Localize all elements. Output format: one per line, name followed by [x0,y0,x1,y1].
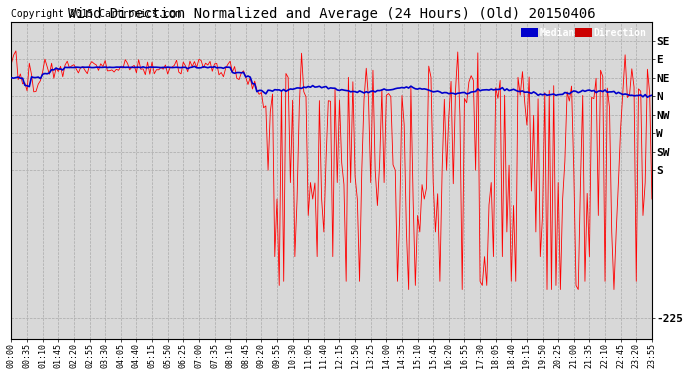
Title: Wind Direction Normalized and Average (24 Hours) (Old) 20150406: Wind Direction Normalized and Average (2… [68,7,595,21]
Text: Copyright 2015 Cartronics.com: Copyright 2015 Cartronics.com [12,9,182,19]
Legend: Median, Direction: Median, Direction [520,27,647,39]
